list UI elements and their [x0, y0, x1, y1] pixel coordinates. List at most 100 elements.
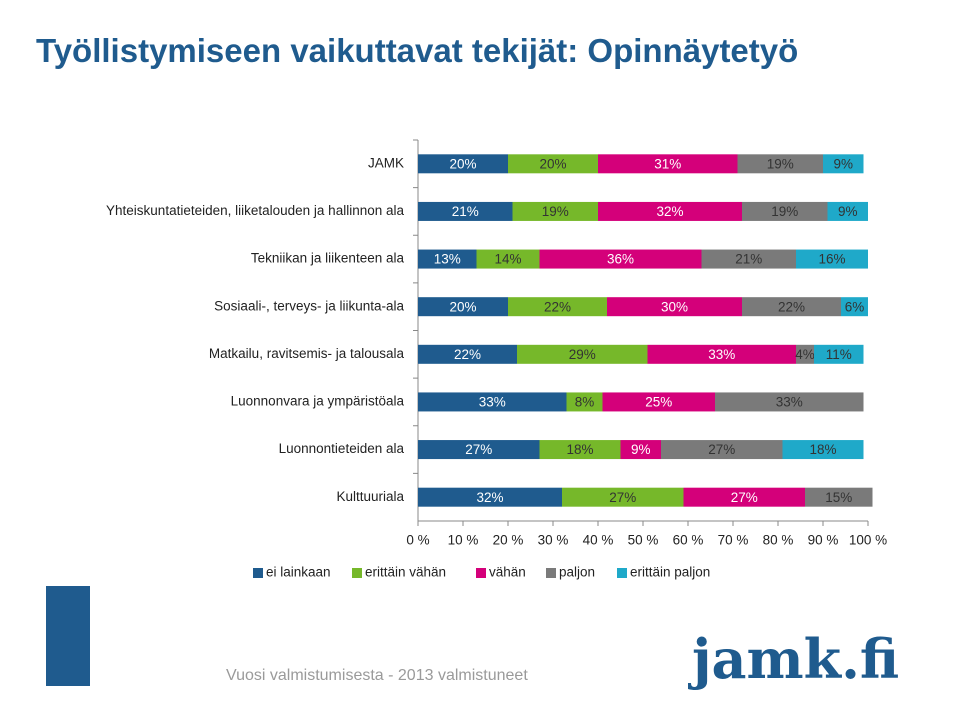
category-label: Sosiaali-, terveys- ja liikunta-ala: [214, 298, 404, 313]
x-tick-label: 40 %: [583, 533, 614, 548]
value-label: 19%: [771, 204, 798, 219]
value-label: 32%: [476, 490, 503, 505]
bar-segment: [517, 344, 648, 364]
bar-segment: [647, 344, 796, 364]
bar-segment: [827, 201, 868, 221]
legend-label: erittäin vähän: [365, 565, 446, 580]
bar-segment: [418, 440, 540, 460]
bar-segment: [598, 201, 742, 221]
x-tick-label: 80 %: [763, 533, 794, 548]
value-label: 20%: [539, 156, 566, 171]
value-label: 15%: [825, 490, 852, 505]
value-label: 9%: [833, 156, 853, 171]
bar-segment: [683, 487, 805, 507]
bar-segment: [715, 392, 864, 412]
category-label: Yhteiskuntatieteiden, liiketalouden ja h…: [106, 203, 404, 218]
value-label: 36%: [607, 252, 634, 267]
value-label: 27%: [731, 490, 758, 505]
bar-segment: [562, 487, 684, 507]
legend-swatch: [546, 568, 556, 578]
value-label: 30%: [661, 299, 688, 314]
legend-swatch: [253, 568, 263, 578]
legend-label: ei lainkaan: [266, 565, 331, 580]
bar-segment: [742, 297, 841, 317]
category-label: Luonnonvara ja ympäristöala: [231, 394, 405, 409]
bar-segment: [742, 201, 828, 221]
chart-title: Työllistymiseen vaikuttavat tekijät: Opi…: [36, 32, 798, 69]
value-label: 32%: [656, 204, 683, 219]
bar-segment: [418, 344, 517, 364]
x-tick-label: 30 %: [538, 533, 569, 548]
x-tick-label: 60 %: [673, 533, 704, 548]
bar-segment: [602, 392, 715, 412]
bar-segment: [566, 392, 603, 412]
value-label: 33%: [776, 395, 803, 410]
value-label: 20%: [449, 299, 476, 314]
footer: Vuosi valmistumisesta - 2013 valmistunee…: [226, 667, 528, 684]
value-label: 19%: [767, 156, 794, 171]
bar-segment: [598, 154, 738, 174]
value-label: 18%: [566, 442, 593, 457]
value-label: 29%: [569, 347, 596, 362]
value-label: 16%: [818, 252, 845, 267]
bar-segment: [737, 154, 823, 174]
bar-segment: [620, 440, 661, 460]
bar-segment: [418, 297, 508, 317]
decor-block: [46, 586, 90, 686]
bar-segment: [814, 344, 864, 364]
value-label: 9%: [838, 204, 858, 219]
legend-swatch: [476, 568, 486, 578]
legend-swatch: [352, 568, 362, 578]
value-label: 8%: [575, 395, 595, 410]
value-label: 22%: [454, 347, 481, 362]
legend-label: erittäin paljon: [630, 565, 710, 580]
bar-segment: [796, 344, 814, 364]
value-label: 13%: [434, 252, 461, 267]
bar-segment: [701, 249, 796, 269]
x-tick-label: 0 %: [406, 533, 429, 548]
legend-label: paljon: [559, 565, 595, 580]
value-label: 18%: [809, 442, 836, 457]
bar-segment: [476, 249, 540, 269]
bar-segment: [512, 201, 598, 221]
bar-segment: [823, 154, 864, 174]
x-tick-label: 70 %: [718, 533, 749, 548]
logo: jamk.fi: [687, 627, 899, 691]
bar-segment: [607, 297, 742, 317]
value-label: 27%: [708, 442, 735, 457]
x-tick-label: 20 %: [493, 533, 524, 548]
value-label: 27%: [465, 442, 492, 457]
category-label: Luonnontieteiden ala: [279, 441, 405, 456]
bar-segment: [805, 487, 873, 507]
bar-segment: [418, 154, 508, 174]
legend-swatch: [617, 568, 627, 578]
bar-segment: [418, 487, 562, 507]
bar-segment: [539, 249, 702, 269]
bar-segment: [508, 154, 598, 174]
category-label: Matkailu, ravitsemis- ja talousala: [209, 346, 405, 361]
x-tick-label: 50 %: [628, 533, 659, 548]
value-label: 22%: [778, 299, 805, 314]
bar-segment: [539, 440, 621, 460]
bar-segment: [796, 249, 868, 269]
bar-segment: [418, 201, 513, 221]
value-label: 4%: [795, 347, 815, 362]
value-label: 25%: [645, 395, 672, 410]
x-tick-label: 90 %: [808, 533, 839, 548]
value-label: 22%: [544, 299, 571, 314]
x-tick-label: 10 %: [448, 533, 479, 548]
value-label: 33%: [479, 395, 506, 410]
value-label: 6%: [845, 299, 865, 314]
bar-segment: [782, 440, 864, 460]
value-label: 14%: [494, 252, 521, 267]
value-label: 27%: [609, 490, 636, 505]
legend-label: vähän: [489, 565, 526, 580]
value-label: 9%: [631, 442, 651, 457]
value-label: 31%: [654, 156, 681, 171]
value-label: 19%: [542, 204, 569, 219]
bar-segment: [418, 249, 477, 269]
bar-segment: [508, 297, 607, 317]
category-label: Kulttuuriala: [336, 489, 404, 504]
value-label: 20%: [449, 156, 476, 171]
value-label: 21%: [735, 252, 762, 267]
